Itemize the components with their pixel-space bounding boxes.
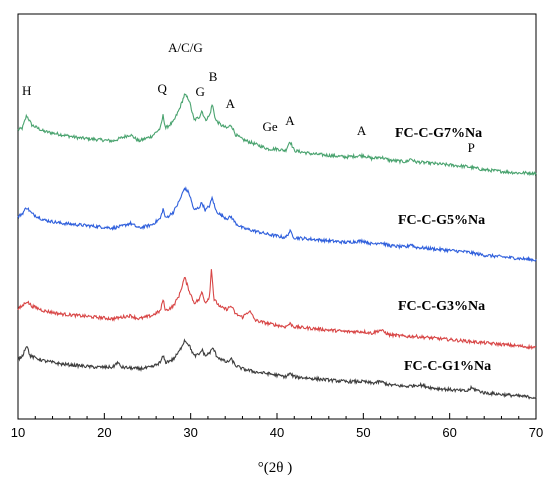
x-tick-label: 10 — [11, 425, 25, 440]
peak-label: A — [357, 123, 367, 138]
series-labels: FC-C-G7%Na FC-C-G5%Na FC-C-G3%Na FC-C-G1%Na — [395, 126, 491, 374]
x-tick-label: 40 — [270, 425, 284, 440]
peak-label: B — [209, 69, 218, 84]
x-tick-label: 30 — [183, 425, 197, 440]
peak-label: Q — [157, 81, 167, 96]
x-axis-title: °(2θ ) — [258, 460, 292, 476]
x-tick-label: 20 — [97, 425, 111, 440]
series-label: FC-C-G1%Na — [404, 359, 491, 374]
x-tick-label: 50 — [356, 425, 370, 440]
peak-label: Ge — [263, 119, 278, 134]
series-label: FC-C-G7%Na — [395, 126, 482, 141]
x-tick-label: 60 — [442, 425, 456, 440]
series-line — [17, 93, 537, 177]
peak-label: P — [468, 140, 475, 155]
series-label: FC-C-G5%Na — [398, 213, 485, 228]
x-axis: 10 20 30 40 50 60 70 — [11, 413, 543, 440]
series-line — [17, 338, 537, 400]
peak-label: A/C/G — [168, 40, 203, 55]
series-traces — [17, 93, 537, 400]
series-line — [17, 186, 537, 263]
peak-label: G — [195, 84, 204, 99]
x-tick-label: 70 — [529, 425, 543, 440]
peak-label: A — [285, 113, 295, 128]
series-label: FC-C-G3%Na — [398, 299, 485, 314]
peak-label: H — [22, 83, 31, 98]
peak-label: A — [226, 96, 236, 111]
series-line — [17, 269, 537, 350]
